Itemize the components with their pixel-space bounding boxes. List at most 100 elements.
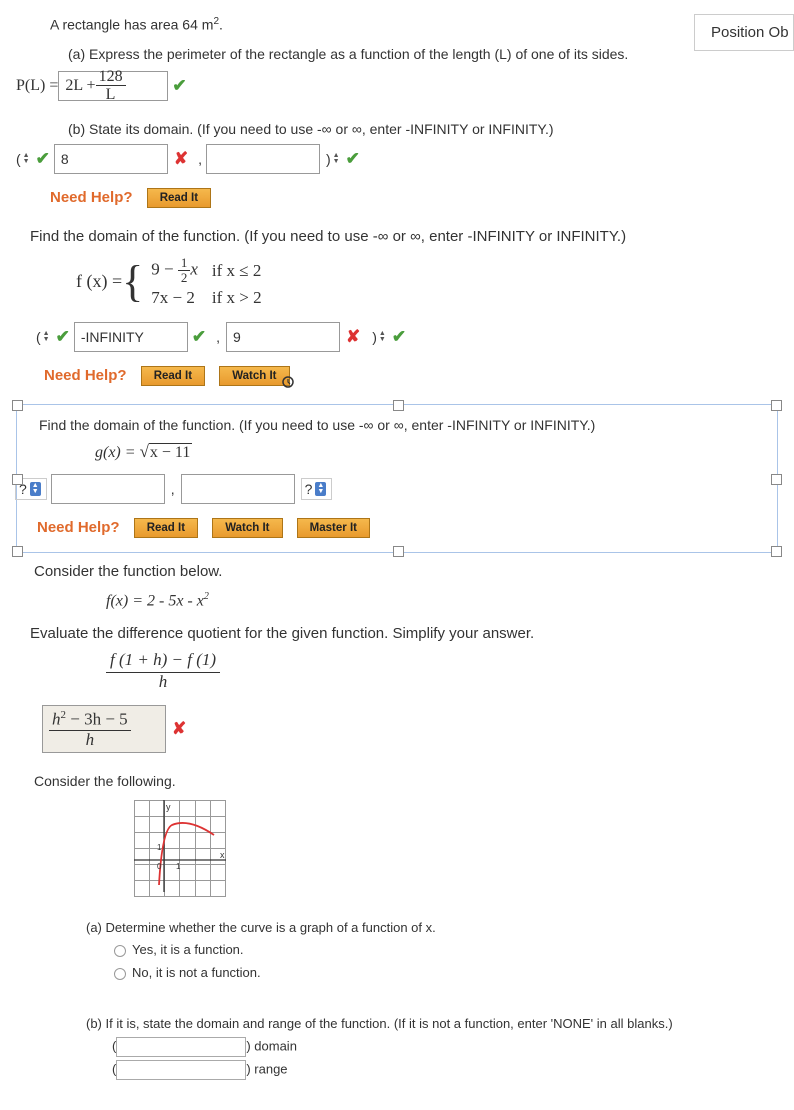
close-paren: ) [326,151,331,167]
p1fb: 2 [181,271,188,285]
sel-handle[interactable] [771,400,782,411]
cursor-icon [281,375,295,389]
read-it-button[interactable]: Read It [134,518,198,538]
radio-icon [114,945,126,957]
master-it-button[interactable]: Master It [297,518,370,538]
spinner-icon[interactable]: ▲▼ [43,331,50,343]
check-icon: ✔ [192,327,206,347]
spinner-icon[interactable]: ▲▼ [379,331,386,343]
read-it-button[interactable]: Read It [141,366,205,386]
radio-opt1[interactable]: Yes, it is a function. [114,942,778,957]
check-icon: ✔ [346,149,360,169]
check-icon: ✔ [36,149,50,169]
p2: 7x − 2 [145,288,204,308]
cross-icon: ✘ [346,327,360,347]
p1l: 9 − [151,260,178,279]
q1b-input2[interactable] [206,144,320,174]
cross-icon: ✘ [172,719,186,739]
q5-intro: Consider the following. [34,771,778,792]
close-paren: ) [372,329,377,345]
q2-input2[interactable]: 9 [226,322,340,352]
piecewise: 9 − 12x if x ≤ 2 7x − 2if x > 2 [143,254,269,310]
ans-top: h2 − 3h − 5 [49,709,131,730]
opt1-text: Yes, it is a function. [132,942,244,957]
open-paren: ( [16,151,21,167]
ans-bot: h [86,731,95,750]
fx-sup: 2 [204,591,209,602]
need-help-label: Need Help? Read It [50,188,778,208]
q1b-input1[interactable]: 8 [54,144,168,174]
sel-handle[interactable] [12,546,23,557]
gx: g(x) = √x − 11 [95,442,192,462]
spinner-icon[interactable]: ▲▼ [315,482,326,496]
p1ft: 1 [178,256,191,271]
q4-answer: h2 − 3h − 5 h [49,709,131,749]
need-help-label: Need Help? Read It Watch It [44,366,778,386]
watch-it-button[interactable]: Watch It [212,518,282,538]
p1r: x [190,260,198,279]
q1a-answer-input[interactable]: 2L + 128L [58,71,168,101]
sel-handle[interactable] [12,400,23,411]
fx-txt: f(x) = 2 - 5x - x [106,593,204,610]
sel-handle[interactable] [393,546,404,557]
comma: , [171,481,175,497]
q1-intro-text: A rectangle has area 64 m [50,17,213,33]
question-4: Consider the function below. f(x) = 2 - … [34,561,778,754]
range-row: () range [112,1060,778,1080]
watch-it-button[interactable]: Watch It [219,366,289,386]
need-help-text: Need Help? [44,367,127,384]
diff-quotient: f (1 + h) − f (1) h [106,651,220,691]
p2c: if x > 2 [206,288,268,308]
fx-label: f (x) = [76,271,122,292]
q4-answer-input[interactable]: h2 − 3h − 5 h [42,705,166,753]
gx-root: x − 11 [149,443,192,461]
q1a-left: 2L + [65,77,95,95]
domain-row: () domain [112,1037,778,1057]
spinner-icon[interactable]: ▲▼ [333,153,340,165]
q4-intro: Consider the function below. [34,561,778,584]
close-range: ) range [246,1062,287,1077]
sel-handle[interactable] [393,400,404,411]
radio-opt2[interactable]: No, it is not a function. [114,965,778,980]
sel-handle[interactable] [771,546,782,557]
check-icon: ✔ [172,76,186,96]
need-help-text: Need Help? [50,189,133,206]
at-b: − 3h − 5 [66,710,128,729]
sel-handle[interactable] [12,474,23,485]
opt2-text: No, it is not a function. [132,965,261,980]
spinner-icon[interactable]: ▲▼ [23,153,30,165]
question-3-selected: Find the domain of the function. (If you… [16,404,778,553]
qm2: ? [305,481,313,497]
q4-prompt: Evaluate the difference quotient for the… [30,623,778,646]
cross-icon: ✘ [174,149,188,169]
read-it-button[interactable]: Read It [147,188,211,208]
open-paren: ( [36,329,41,345]
q3-input1[interactable] [51,474,165,504]
comma: , [216,329,220,345]
q1a-text: (a) Express the perimeter of the rectang… [68,44,778,65]
radio-icon [114,968,126,980]
q1a-frac-bot: L [106,86,116,104]
p1c: if x ≤ 2 [206,256,268,286]
question-5: Consider the following. y x 0 1 1 (a) De… [34,771,778,1080]
question-1: A rectangle has area 64 m2. (a) Express … [16,14,778,208]
at-a: h [52,710,61,729]
question-2: Find the domain of the function. (If you… [30,226,778,386]
need-help-label: Need Help? Read It Watch It Master It [37,518,771,538]
q1-intro: A rectangle has area 64 m2. [50,14,778,36]
q4-fx: f(x) = 2 - 5x - x2 [106,591,209,610]
sel-handle[interactable] [771,474,782,485]
domain-input[interactable] [116,1037,246,1057]
check-icon: ✔ [56,327,70,347]
q5a: (a) Determine whether the curve is a gra… [86,918,778,938]
range-input[interactable] [116,1060,246,1080]
p-label: P(L) = [16,77,58,95]
q3-input2[interactable] [181,474,295,504]
brace-icon: { [122,264,143,299]
q3-prompt: Find the domain of the function. (If you… [39,415,771,436]
q2-input1[interactable]: -INFINITY [74,322,188,352]
spinner-icon[interactable]: ▲▼ [30,482,41,496]
watch-text: Watch It [232,370,276,382]
q1a-frac: 128L [96,68,126,104]
bracket-select2[interactable]: ?▲▼ [301,478,333,500]
